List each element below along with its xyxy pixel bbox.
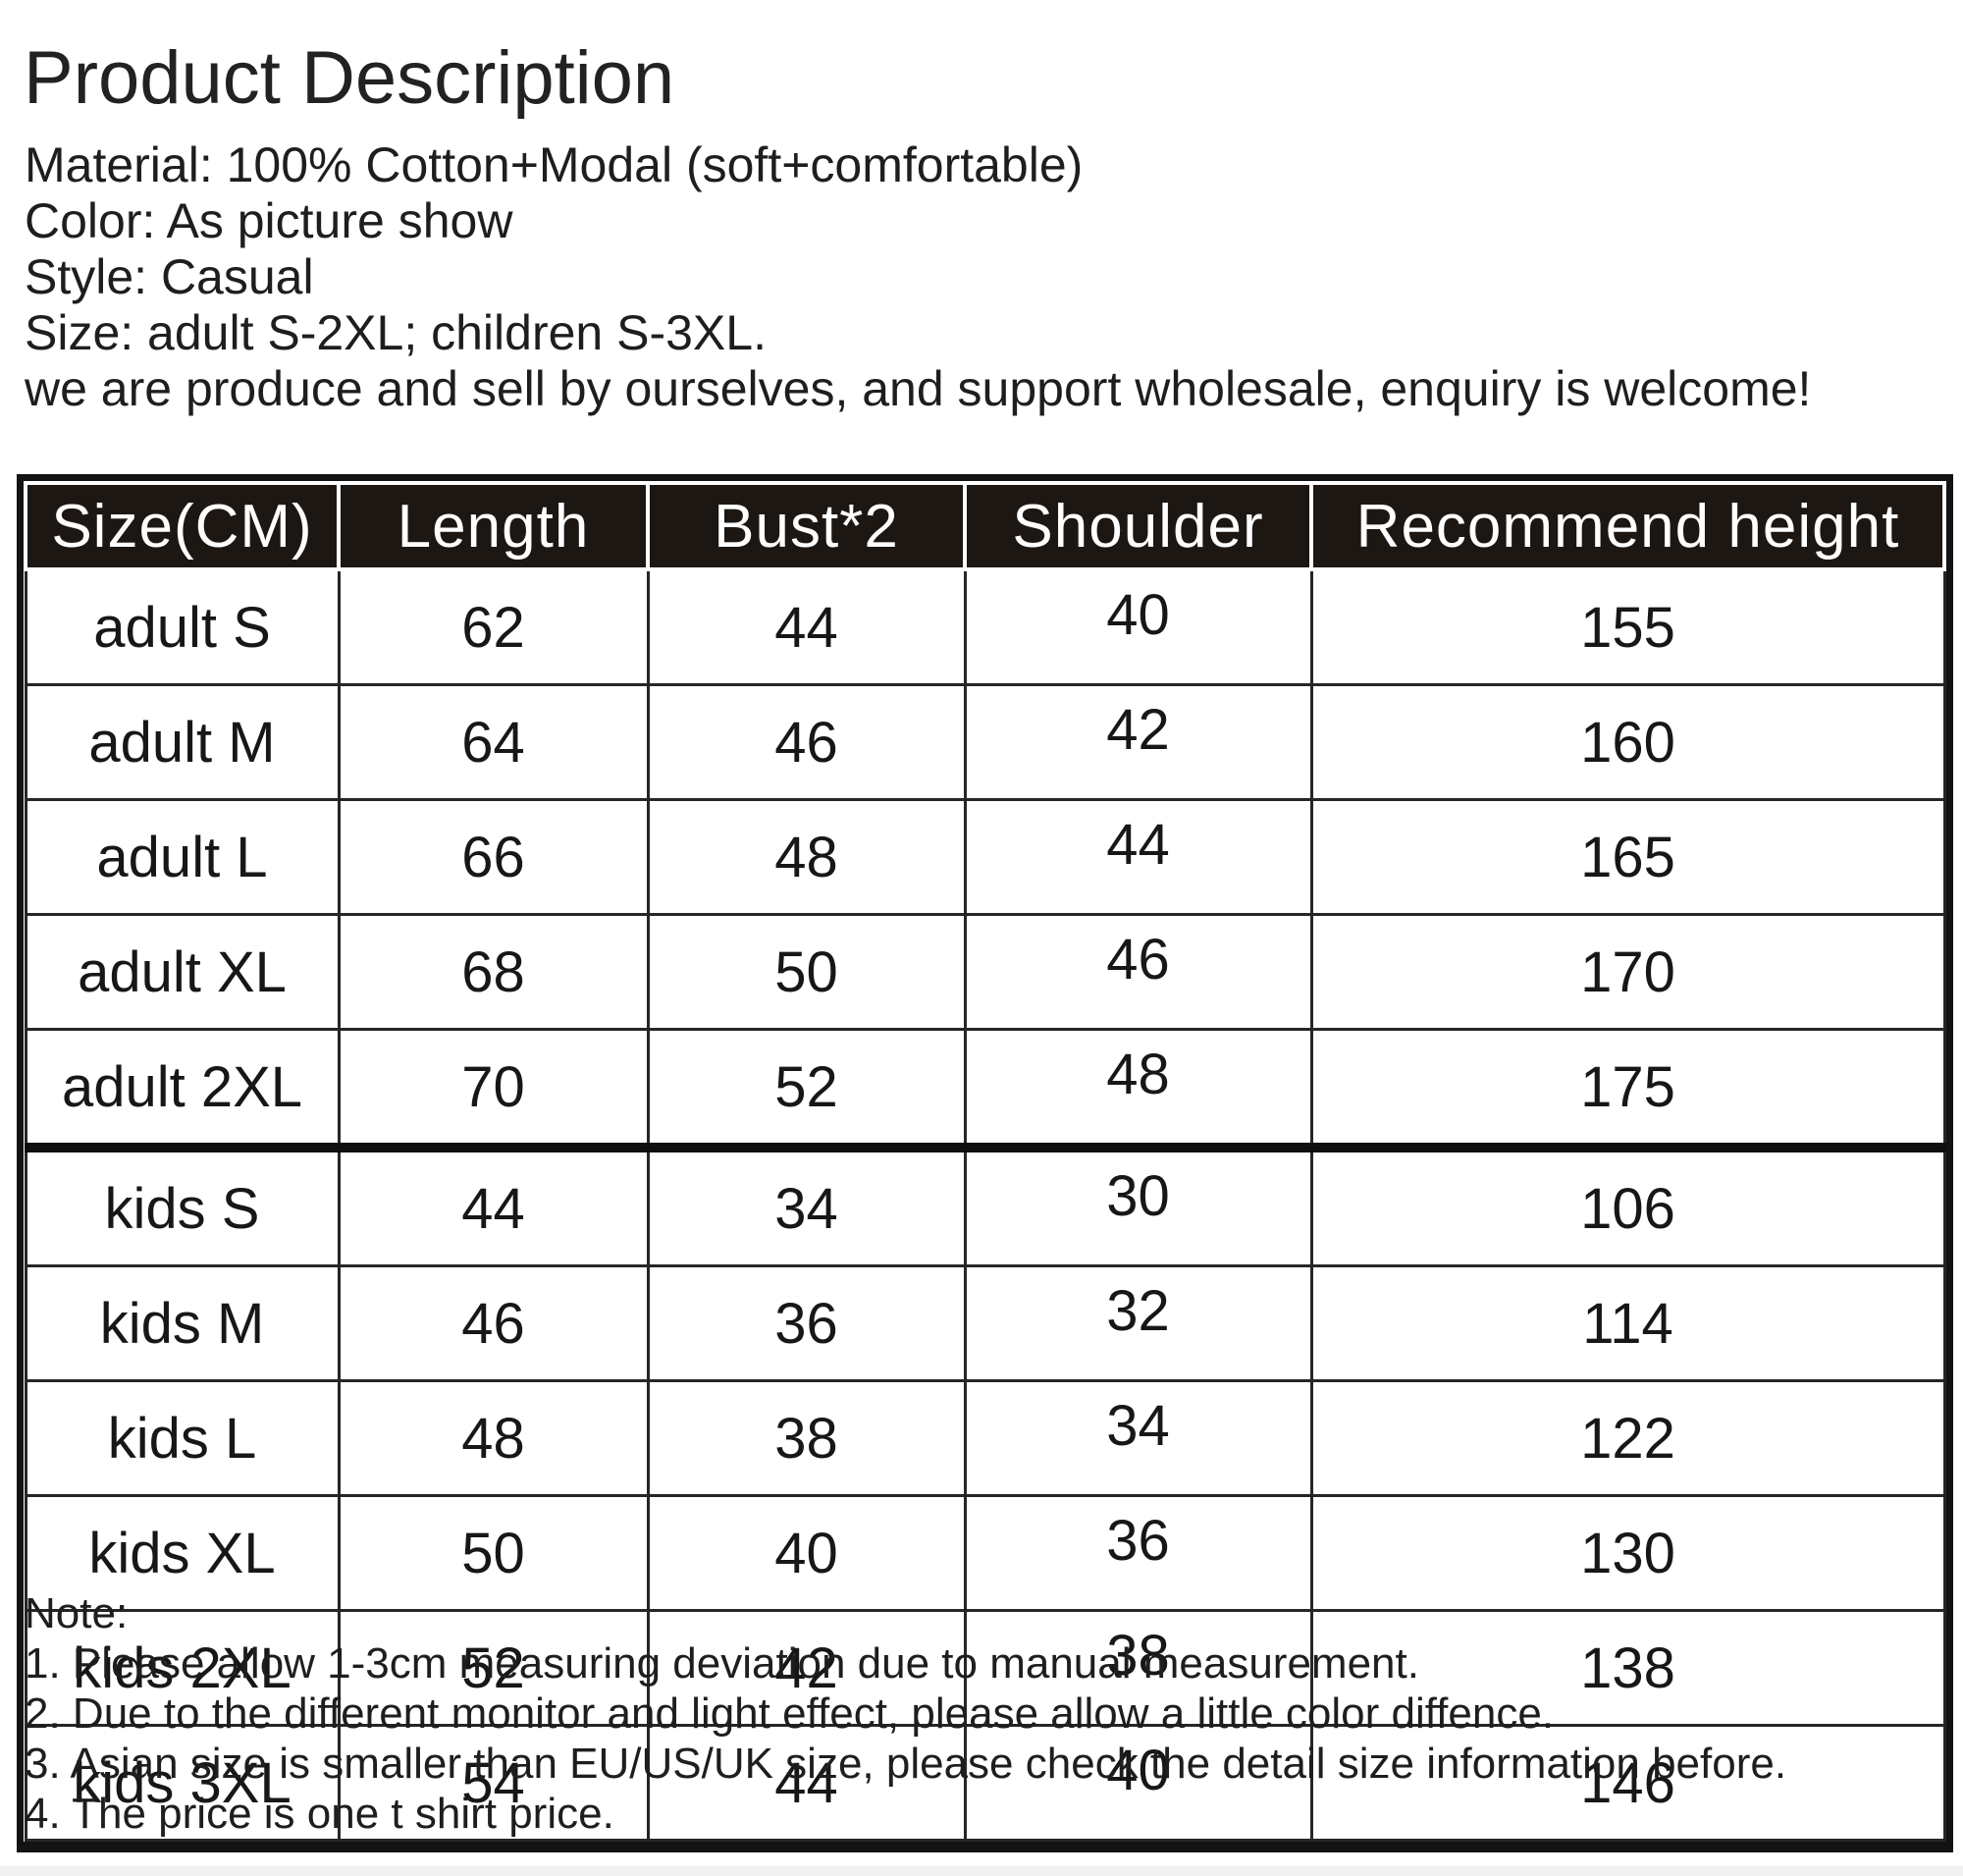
page-title: Product Description	[24, 36, 675, 120]
cell-size: adult L	[24, 798, 341, 916]
cell-bust: 34	[646, 1143, 967, 1267]
cell-height: 122	[1309, 1379, 1946, 1497]
cell-length: 50	[337, 1494, 650, 1612]
table-row-adult-2xl: adult 2XL 70 52 48 175	[24, 1028, 1946, 1150]
cell-shoulder: 32	[963, 1264, 1313, 1382]
size-table-header: Size(CM) Length Bust*2 Shoulder Recommen…	[24, 481, 1946, 571]
table-row-adult-m: adult M 64 46 42 160	[24, 683, 1946, 801]
cell-length: 68	[337, 913, 650, 1031]
size-table-frame: Size(CM) Length Bust*2 Shoulder Recommen…	[17, 474, 1953, 1852]
cell-size: kids 3XL	[24, 1724, 341, 1842]
table-row-adult-s: adult S 62 44 40 155	[24, 567, 1946, 686]
cell-height: 165	[1309, 798, 1946, 916]
cell-height: 130	[1309, 1494, 1946, 1612]
cell-bust: 50	[646, 913, 967, 1031]
cell-bust: 48	[646, 798, 967, 916]
cell-height: 138	[1309, 1609, 1946, 1727]
cell-bust: 44	[646, 1724, 967, 1842]
cell-size: adult XL	[24, 913, 341, 1031]
cell-size: kids L	[24, 1379, 341, 1497]
cell-length: 66	[337, 798, 650, 916]
cell-height: 170	[1309, 913, 1946, 1031]
table-row-kids-2xl: kids 2XL 52 42 38 138	[24, 1609, 1946, 1727]
header-cell-bust: Bust*2	[646, 481, 967, 571]
cell-bust: 38	[646, 1379, 967, 1497]
cell-length: 64	[337, 683, 650, 801]
header-cell-length: Length	[337, 481, 650, 571]
cell-length: 44	[337, 1143, 650, 1267]
cell-shoulder: 30	[963, 1143, 1313, 1267]
description-line-color: Color: As picture show	[25, 193, 513, 248]
table-row-kids-l: kids L 48 38 34 122	[24, 1379, 1946, 1497]
note-item-1: 1. Please allow 1-3cm measuring deviatio…	[25, 1639, 1419, 1688]
cell-bust: 52	[646, 1028, 967, 1150]
cell-size: kids XL	[24, 1494, 341, 1612]
cell-length: 48	[337, 1379, 650, 1497]
cell-height: 146	[1309, 1724, 1946, 1842]
description-line-wholesale: we are produce and sell by ourselves, an…	[25, 361, 1812, 416]
description-line-size: Size: adult S-2XL; children S-3XL.	[25, 305, 767, 360]
cell-height: 155	[1309, 567, 1946, 686]
cell-shoulder: 46	[963, 913, 1313, 1031]
cell-height: 160	[1309, 683, 1946, 801]
cell-size: kids 2XL	[24, 1609, 341, 1727]
cell-size: adult 2XL	[24, 1028, 341, 1150]
cell-shoulder: 40	[963, 567, 1313, 686]
cell-shoulder: 48	[963, 1028, 1313, 1150]
table-row-kids-xl: kids XL 50 40 36 130	[24, 1494, 1946, 1612]
cell-shoulder: 34	[963, 1379, 1313, 1497]
table-row-kids-m: kids M 46 36 32 114	[24, 1264, 1946, 1382]
bottom-edge-strip	[0, 1866, 1963, 1876]
notes-heading: Note:	[25, 1589, 129, 1637]
cell-bust: 36	[646, 1264, 967, 1382]
table-row-adult-l: adult L 66 48 44 165	[24, 798, 1946, 916]
cell-shoulder: 36	[963, 1494, 1313, 1612]
cell-size: kids M	[24, 1264, 341, 1382]
table-row-kids-s: kids S 44 34 30 106	[24, 1143, 1946, 1267]
cell-bust: 42	[646, 1609, 967, 1727]
table-row-kids-3xl: kids 3XL 54 44 40 146	[24, 1724, 1946, 1842]
cell-shoulder: 40	[963, 1724, 1313, 1842]
cell-height: 114	[1309, 1264, 1946, 1382]
note-item-2: 2. Due to the different monitor and ligh…	[25, 1689, 1555, 1738]
cell-bust: 44	[646, 567, 967, 686]
size-table: Size(CM) Length Bust*2 Shoulder Recommen…	[24, 481, 1946, 1842]
product-description-block: Material: 100% Cotton+Modal (soft+comfor…	[25, 137, 1811, 417]
cell-length: 46	[337, 1264, 650, 1382]
cell-length: 54	[337, 1724, 650, 1842]
notes-block: Note: 1. Please allow 1-3cm measuring de…	[25, 1588, 1786, 1839]
cell-shoulder: 42	[963, 683, 1313, 801]
cell-size: adult S	[24, 567, 341, 686]
cell-length: 70	[337, 1028, 650, 1150]
description-line-style: Style: Casual	[25, 249, 314, 304]
header-cell-shoulder: Shoulder	[963, 481, 1313, 571]
cell-length: 52	[337, 1609, 650, 1727]
cell-size: kids S	[24, 1143, 341, 1267]
cell-height: 106	[1309, 1143, 1946, 1267]
cell-size: adult M	[24, 683, 341, 801]
table-row-adult-xl: adult XL 68 50 46 170	[24, 913, 1946, 1031]
header-cell-size: Size(CM)	[24, 481, 341, 571]
cell-shoulder: 44	[963, 798, 1313, 916]
note-item-3: 3. Asian size is smaller than EU/US/UK s…	[25, 1740, 1787, 1788]
header-row: Size(CM) Length Bust*2 Shoulder Recommen…	[24, 481, 1946, 571]
cell-height: 175	[1309, 1028, 1946, 1150]
cell-length: 62	[337, 567, 650, 686]
header-cell-recommend-height: Recommend height	[1309, 481, 1946, 571]
cell-bust: 40	[646, 1494, 967, 1612]
note-item-4: 4. The price is one t shirt price.	[25, 1790, 614, 1838]
description-line-material: Material: 100% Cotton+Modal (soft+comfor…	[25, 137, 1084, 192]
cell-shoulder: 38	[963, 1609, 1313, 1727]
cell-bust: 46	[646, 683, 967, 801]
